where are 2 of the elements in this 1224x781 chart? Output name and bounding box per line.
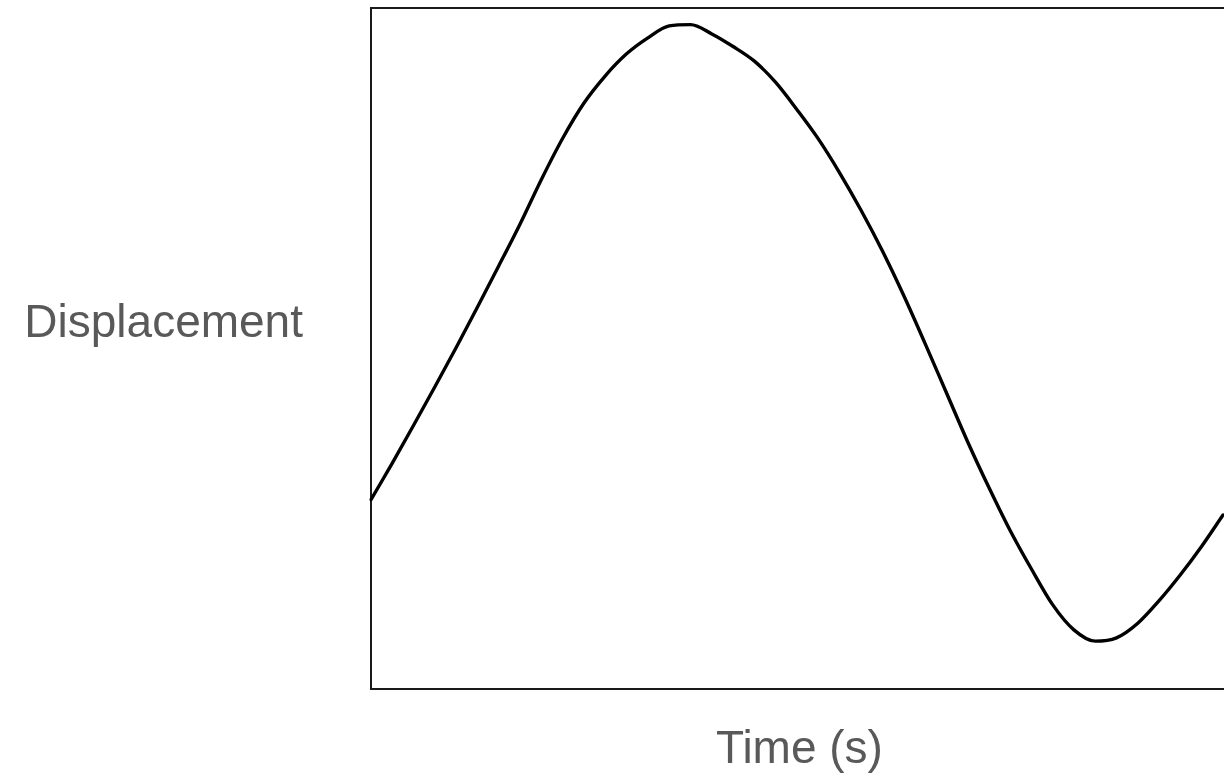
- y-axis-title: Displacement: [24, 295, 303, 348]
- x-axis-title: Time (s): [716, 721, 883, 774]
